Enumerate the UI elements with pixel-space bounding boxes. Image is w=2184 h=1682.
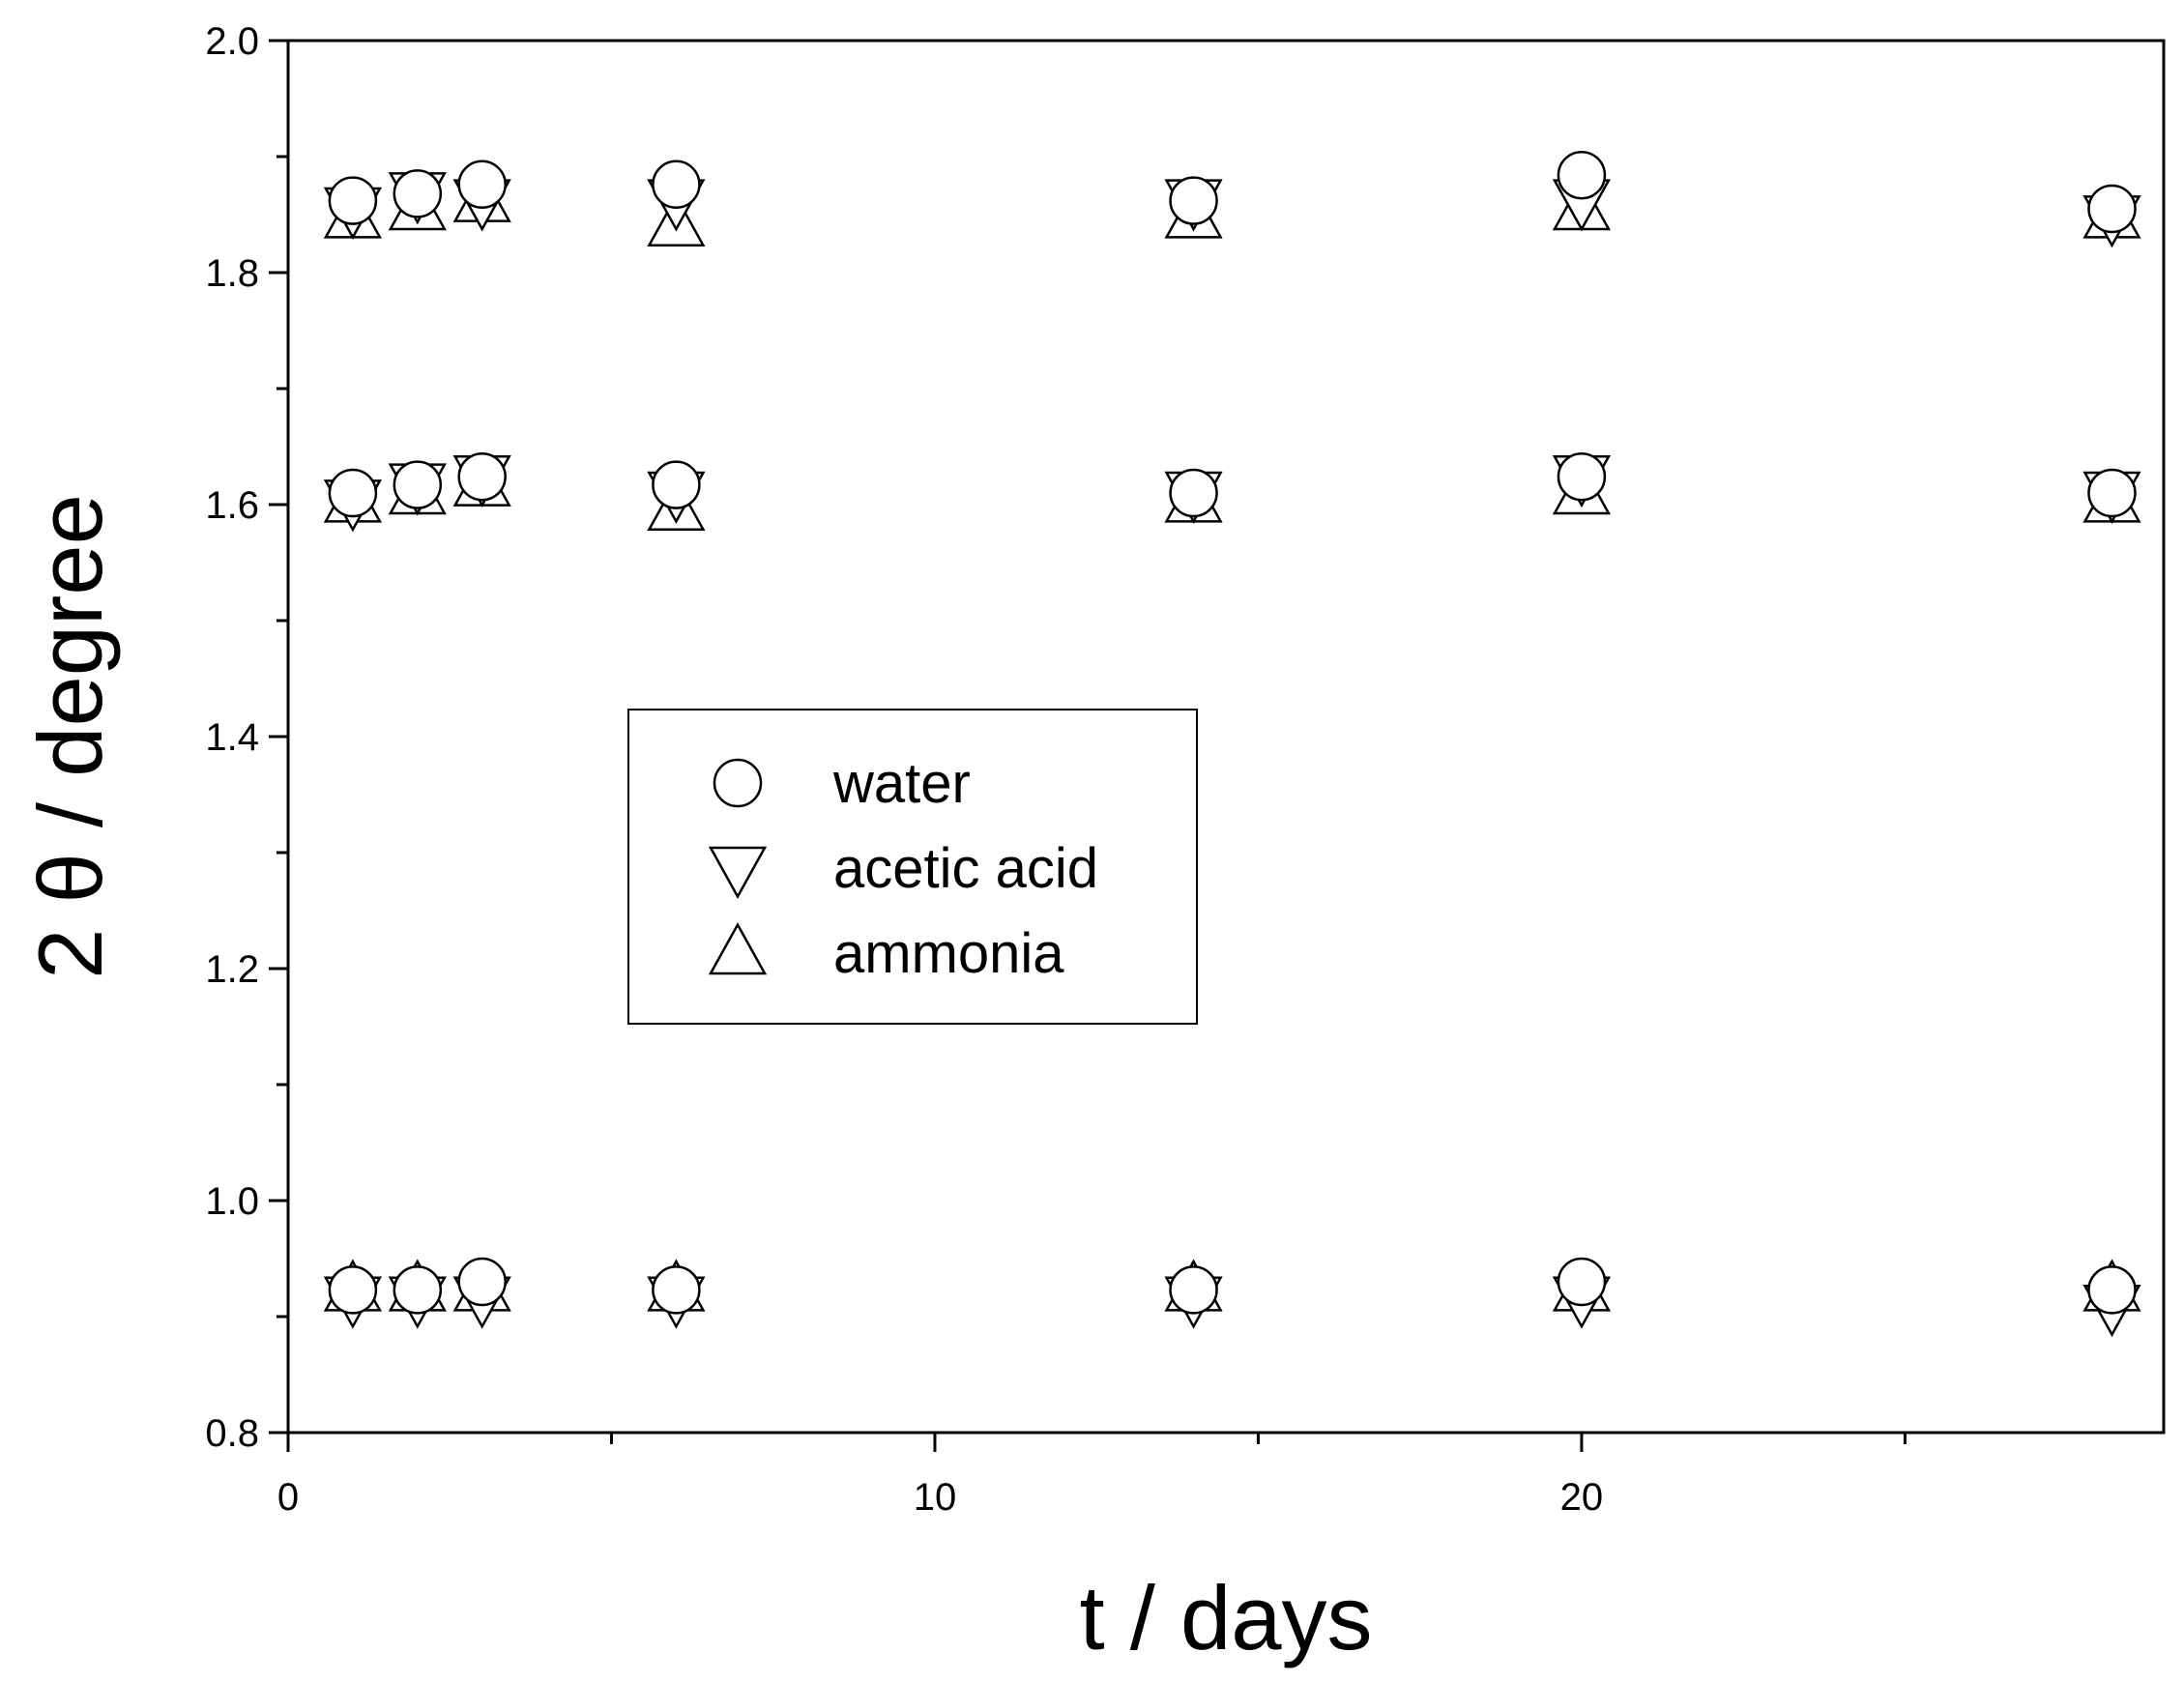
series-ammonia xyxy=(323,169,2141,1312)
data-point xyxy=(2087,468,2137,518)
x-tick-label: 10 xyxy=(914,1476,957,1519)
data-point xyxy=(652,460,701,509)
y-tick-label: 0.8 xyxy=(205,1412,259,1455)
data-point xyxy=(2087,1265,2137,1315)
x-tick-label: 0 xyxy=(277,1476,299,1519)
y-axis-label: 2 θ / degree xyxy=(19,494,121,979)
plot-frame xyxy=(286,39,2166,1435)
y-tick-label: 1.8 xyxy=(205,252,259,295)
data-point xyxy=(652,1265,701,1315)
points-layer xyxy=(323,150,2141,1338)
data-point xyxy=(1169,1265,1218,1315)
legend-label: ammonia xyxy=(833,922,1064,985)
data-point xyxy=(457,1257,507,1307)
legend-item: acetic acid xyxy=(708,837,1098,900)
y-tick-label: 1.4 xyxy=(205,716,259,759)
legend-item: water xyxy=(713,752,971,815)
data-point xyxy=(328,1265,378,1315)
legend-marker xyxy=(708,846,768,899)
data-point xyxy=(1169,176,1218,225)
legend-marker xyxy=(708,922,768,975)
data-point xyxy=(1557,451,1607,502)
y-tick-label: 1.6 xyxy=(205,484,259,527)
data-point xyxy=(457,451,507,502)
data-point xyxy=(393,460,443,509)
legend-item: ammonia xyxy=(708,922,1064,985)
data-point xyxy=(1169,468,1218,518)
data-point xyxy=(393,1265,443,1315)
legend-marker xyxy=(713,758,763,808)
legend-label: acetic acid xyxy=(833,837,1098,900)
y-tick-label: 1.2 xyxy=(205,948,259,991)
ticks-layer: 0.8 1.0 1.2 1.4 1.6 1.8 2.0 0 10 20 xyxy=(205,20,1907,1519)
x-axis-label: t / days xyxy=(1079,1567,1372,1668)
data-point xyxy=(2087,184,2137,234)
legend: water acetic acid ammonia xyxy=(627,709,1198,1025)
data-point xyxy=(328,176,378,225)
data-point xyxy=(457,160,507,210)
data-point xyxy=(328,468,378,518)
series-acetic-acid xyxy=(323,172,2141,1338)
data-point xyxy=(393,169,443,218)
series-water xyxy=(328,150,2137,1315)
data-point xyxy=(652,160,701,210)
legend-label: water xyxy=(832,752,971,815)
data-point xyxy=(1557,150,1607,200)
y-tick-label: 1.0 xyxy=(205,1180,259,1223)
y-tick-label: 2.0 xyxy=(205,20,259,63)
data-point xyxy=(1557,1257,1607,1307)
x-tick-label: 20 xyxy=(1560,1476,1604,1519)
legend-items: water acetic acid ammonia xyxy=(708,752,1098,985)
